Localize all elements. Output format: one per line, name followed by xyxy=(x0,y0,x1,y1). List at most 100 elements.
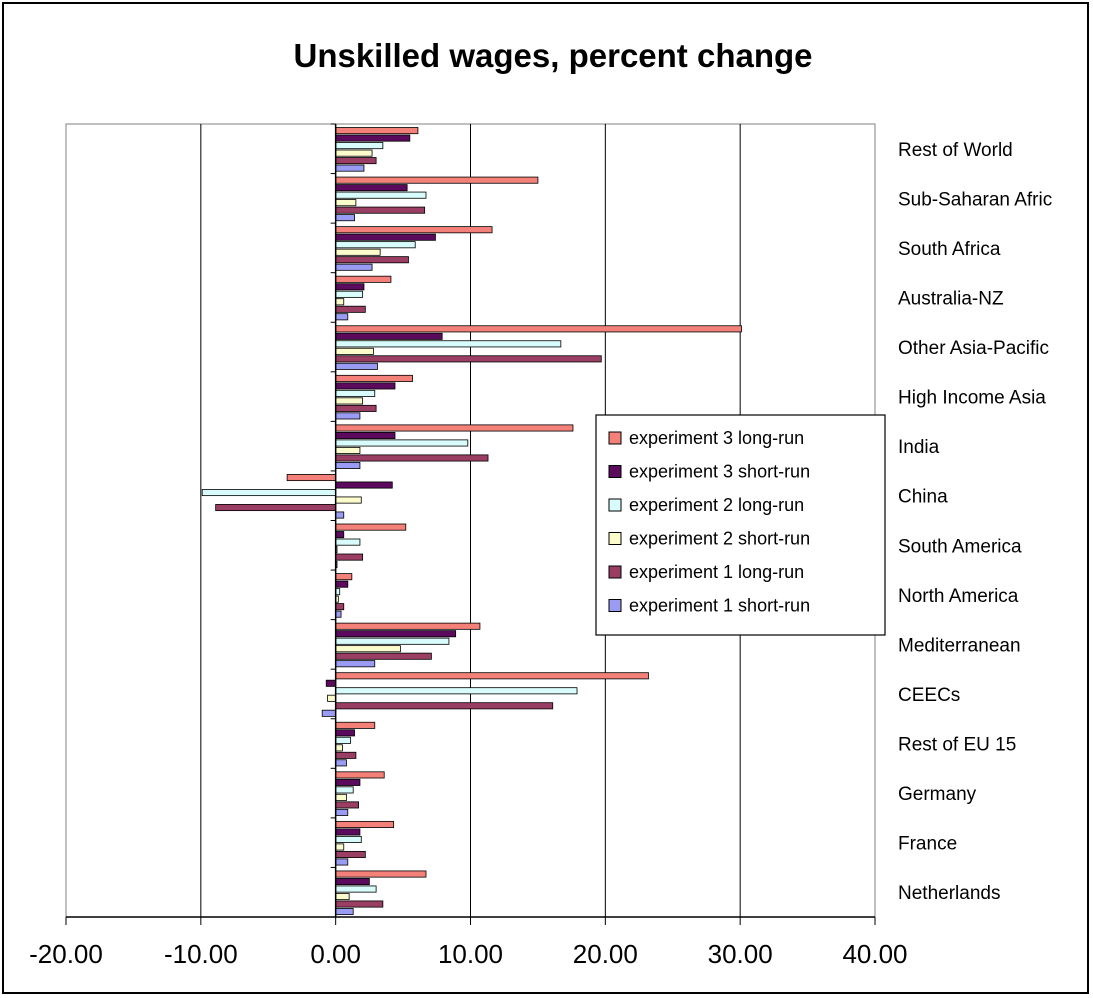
bar-experiment-1-long-run-rest-of-eu-15 xyxy=(335,751,357,759)
bar-experiment-3-long-run-france xyxy=(335,820,395,828)
bar-experiment-1-long-run-netherlands xyxy=(335,900,384,908)
category-label: South America xyxy=(898,536,1022,557)
bar-experiment-1-long-run-sub-saharan-afric xyxy=(335,206,426,214)
bar-experiment-2-short-run-germany xyxy=(335,793,347,801)
bar-experiment-2-long-run-south-america xyxy=(335,538,361,546)
bar-experiment-1-long-run-south-america xyxy=(335,553,364,561)
bar-experiment-3-long-run-rest-of-eu-15 xyxy=(335,721,376,729)
bar-experiment-3-short-run-rest-of-world xyxy=(335,134,411,142)
bar-experiment-2-long-run-sub-saharan-afric xyxy=(335,191,427,199)
bar-experiment-1-short-run-netherlands xyxy=(335,908,354,916)
category-label: Mediterranean xyxy=(898,635,1021,656)
bar-experiment-3-short-run-sub-saharan-afric xyxy=(335,184,408,192)
bar-experiment-2-short-run-rest-of-world xyxy=(335,149,373,157)
legend-swatch xyxy=(608,431,622,445)
bar-experiment-3-short-run-australia-nz xyxy=(335,283,365,291)
bar-experiment-1-short-run-rest-of-eu-15 xyxy=(335,759,347,767)
bar-experiment-3-short-run-south-america xyxy=(335,531,345,539)
bar-experiment-3-long-run-india xyxy=(335,424,574,432)
bar-experiment-2-long-run-high-income-asia xyxy=(335,389,376,397)
bar-experiment-1-short-run-other-asia-pacific xyxy=(335,362,378,370)
bar-experiment-2-long-run-germany xyxy=(335,786,354,794)
chart-title: Unskilled wages, percent change xyxy=(293,37,812,74)
bar-experiment-3-short-run-china xyxy=(335,481,393,489)
bar-experiment-1-long-run-rest-of-world xyxy=(335,157,377,165)
category-label: Other Asia-Pacific xyxy=(898,338,1049,359)
x-tick-label: 10.00 xyxy=(438,939,503,969)
bar-experiment-3-short-run-ceecs xyxy=(325,679,337,687)
bar-experiment-2-short-run-china xyxy=(335,496,362,504)
bar-experiment-1-long-run-other-asia-pacific xyxy=(335,355,602,363)
bar-experiment-2-short-run-france xyxy=(335,843,345,851)
x-tick-label: 0.00 xyxy=(310,939,361,969)
bar-experiment-1-long-run-mediterranean xyxy=(335,652,432,660)
bar-experiment-1-short-run-north-america xyxy=(335,610,342,618)
bar-experiment-2-long-run-south-africa xyxy=(335,241,416,249)
category-label: India xyxy=(898,437,940,458)
bar-experiment-3-short-run-netherlands xyxy=(335,878,370,886)
legend-swatch xyxy=(608,498,622,512)
bar-experiment-3-short-run-other-asia-pacific xyxy=(335,332,443,340)
bar-experiment-1-short-run-south-africa xyxy=(335,263,373,271)
bar-experiment-2-short-run-rest-of-eu-15 xyxy=(335,744,343,752)
bar-experiment-3-long-run-australia-nz xyxy=(335,275,392,283)
bar-experiment-3-short-run-rest-of-eu-15 xyxy=(335,729,355,737)
bar-experiment-1-long-run-south-africa xyxy=(335,256,409,264)
bar-experiment-2-short-run-ceecs xyxy=(327,694,337,702)
category-label: Rest of EU 15 xyxy=(898,735,1016,756)
x-tick-label: -10.00 xyxy=(164,939,238,969)
bar-experiment-1-short-run-australia-nz xyxy=(335,313,349,321)
bar-experiment-2-short-run-high-income-asia xyxy=(335,397,364,405)
legend-entry: experiment 3 short-run xyxy=(629,462,810,482)
bar-experiment-1-long-run-high-income-asia xyxy=(335,404,377,412)
category-label: South Africa xyxy=(898,239,1001,260)
bar-experiment-1-short-run-india xyxy=(335,461,361,469)
bar-experiment-2-long-run-rest-of-eu-15 xyxy=(335,736,351,744)
bar-experiment-3-long-run-south-africa xyxy=(335,226,493,234)
x-tick-label: 20.00 xyxy=(573,939,638,969)
bar-experiment-1-long-run-india xyxy=(335,454,489,462)
bar-experiment-2-long-run-india xyxy=(335,439,469,447)
bar-experiment-1-short-run-high-income-asia xyxy=(335,412,361,420)
bar-experiment-2-long-run-other-asia-pacific xyxy=(335,340,562,348)
bar-experiment-1-long-run-australia-nz xyxy=(335,305,366,313)
bar-experiment-2-short-run-australia-nz xyxy=(335,298,345,306)
bar-experiment-3-long-run-rest-of-world xyxy=(335,127,419,135)
category-label: Germany xyxy=(898,784,977,805)
bar-experiment-3-short-run-south-africa xyxy=(335,233,436,241)
bar-experiment-3-long-run-netherlands xyxy=(335,870,427,878)
bar-experiment-3-long-run-high-income-asia xyxy=(335,374,413,382)
category-label: Sub-Saharan Afric xyxy=(898,189,1052,210)
x-tick-label: 40.00 xyxy=(842,939,907,969)
bar-experiment-2-short-run-netherlands xyxy=(335,893,350,901)
legend-swatch xyxy=(608,565,622,579)
bar-experiment-2-long-run-mediterranean xyxy=(335,637,450,645)
x-tick-label: 30.00 xyxy=(708,939,773,969)
category-label: China xyxy=(898,487,948,508)
bar-experiment-1-long-run-north-america xyxy=(335,603,345,611)
legend-entry: experiment 2 short-run xyxy=(629,529,810,549)
bar-experiment-1-short-run-rest-of-world xyxy=(335,164,365,172)
plot-area: Rest of World Sub-Saharan Afric South Afri… xyxy=(29,123,1052,969)
bar-experiment-3-long-run-south-america xyxy=(335,523,407,531)
bar-experiment-3-short-run-germany xyxy=(335,778,361,786)
bar-experiment-3-long-run-china xyxy=(286,474,337,482)
x-tick-label: -20.00 xyxy=(29,939,103,969)
bar-experiment-3-short-run-mediterranean xyxy=(335,630,457,638)
bar-experiment-1-long-run-france xyxy=(335,850,366,858)
legend-swatch xyxy=(608,465,622,478)
legend-entry: experiment 3 long-run xyxy=(629,428,804,448)
category-label: France xyxy=(898,834,957,855)
bar-experiment-1-short-run-germany xyxy=(335,808,349,816)
bar-experiment-1-long-run-ceecs xyxy=(335,702,554,710)
bar-experiment-1-short-run-ceecs xyxy=(321,709,337,717)
legend-swatch xyxy=(608,599,622,612)
bar-experiment-3-long-run-ceecs xyxy=(335,672,649,680)
bar-experiment-2-short-run-other-asia-pacific xyxy=(335,347,374,355)
bar-experiment-2-long-run-france xyxy=(335,835,362,843)
bar-experiment-3-long-run-germany xyxy=(335,771,385,779)
legend-entry: experiment 1 short-run xyxy=(629,596,810,616)
category-label: Netherlands xyxy=(898,883,1000,904)
bar-experiment-2-short-run-south-africa xyxy=(335,248,381,256)
